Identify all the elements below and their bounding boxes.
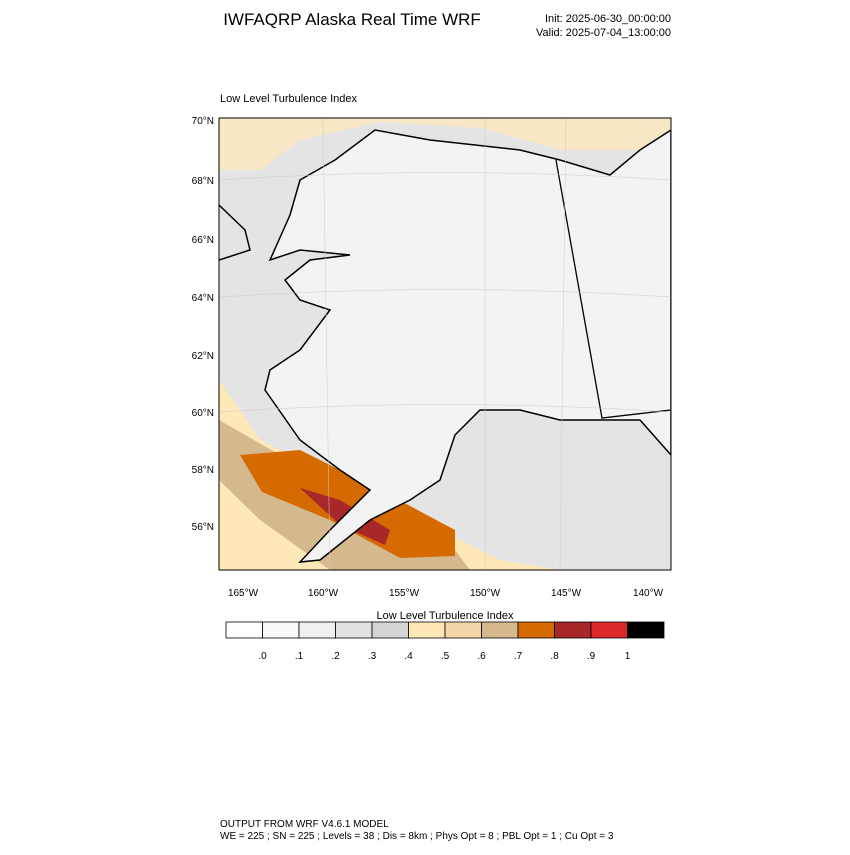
colorbar-box: [554, 621, 592, 639]
colorbar-label: .0: [258, 651, 267, 662]
lat-label: 60°N: [192, 408, 214, 419]
lon-labels: 165°W 160°W 155°W 150°W 145°W 140°W: [228, 588, 664, 599]
lat-label: 68°N: [192, 176, 214, 187]
colorbar-box: [481, 621, 519, 639]
footer-line: WE = 225 ; SN = 225 ; Levels = 38 ; Dis …: [220, 831, 614, 842]
colorbar-box: [298, 621, 336, 639]
colorbar-box: [225, 621, 263, 639]
map-field: [219, 118, 671, 570]
colorbar-label: .5: [441, 651, 450, 662]
lat-label: 56°N: [192, 522, 214, 533]
valid-time: Valid: 2025-07-04_13:00:00: [536, 27, 671, 39]
colorbar-label: 1: [625, 651, 631, 662]
footer-line: OUTPUT FROM WRF V4.6.1 MODEL: [220, 819, 389, 830]
colorbar-box: [517, 621, 555, 639]
colorbar-title: Low Level Turbulence Index: [377, 610, 514, 622]
colorbar: .0 .1 .2 .3 .4 .5 .6 .7 .8 .9 1: [225, 621, 665, 662]
colorbar-label: .8: [550, 651, 559, 662]
map-frame: [218, 117, 672, 571]
colorbar-label: .2: [331, 651, 340, 662]
lon-label: 165°W: [228, 588, 259, 599]
lat-label: 70°N: [192, 116, 214, 127]
colorbar-box: [408, 621, 446, 639]
lat-label: 66°N: [192, 235, 214, 246]
lat-label: 58°N: [192, 465, 214, 476]
lat-label: 62°N: [192, 351, 214, 362]
colorbar-label: .3: [368, 651, 377, 662]
lat-labels: 70°N 68°N 66°N 64°N 62°N 60°N 58°N 56°N: [192, 116, 214, 533]
colorbar-box: [371, 621, 409, 639]
lon-label: 155°W: [389, 588, 420, 599]
colorbar-label: .4: [404, 651, 413, 662]
init-time: Init: 2025-06-30_00:00:00: [545, 13, 671, 25]
lon-label: 145°W: [551, 588, 582, 599]
lon-label: 140°W: [633, 588, 664, 599]
colorbar-box: [262, 621, 300, 639]
lon-label: 150°W: [470, 588, 501, 599]
colorbar-label: .1: [295, 651, 304, 662]
lon-label: 160°W: [308, 588, 339, 599]
map-title: Low Level Turbulence Index: [220, 93, 357, 105]
colorbar-box: [335, 621, 373, 639]
colorbar-box: [590, 621, 628, 639]
colorbar-label: .9: [587, 651, 596, 662]
colorbar-label: .6: [477, 651, 486, 662]
title: IWFAQRP Alaska Real Time WRF: [223, 10, 481, 29]
colorbar-box: [444, 621, 482, 639]
colorbar-label: .7: [514, 651, 523, 662]
lat-label: 64°N: [192, 293, 214, 304]
colorbar-box: [627, 621, 665, 639]
